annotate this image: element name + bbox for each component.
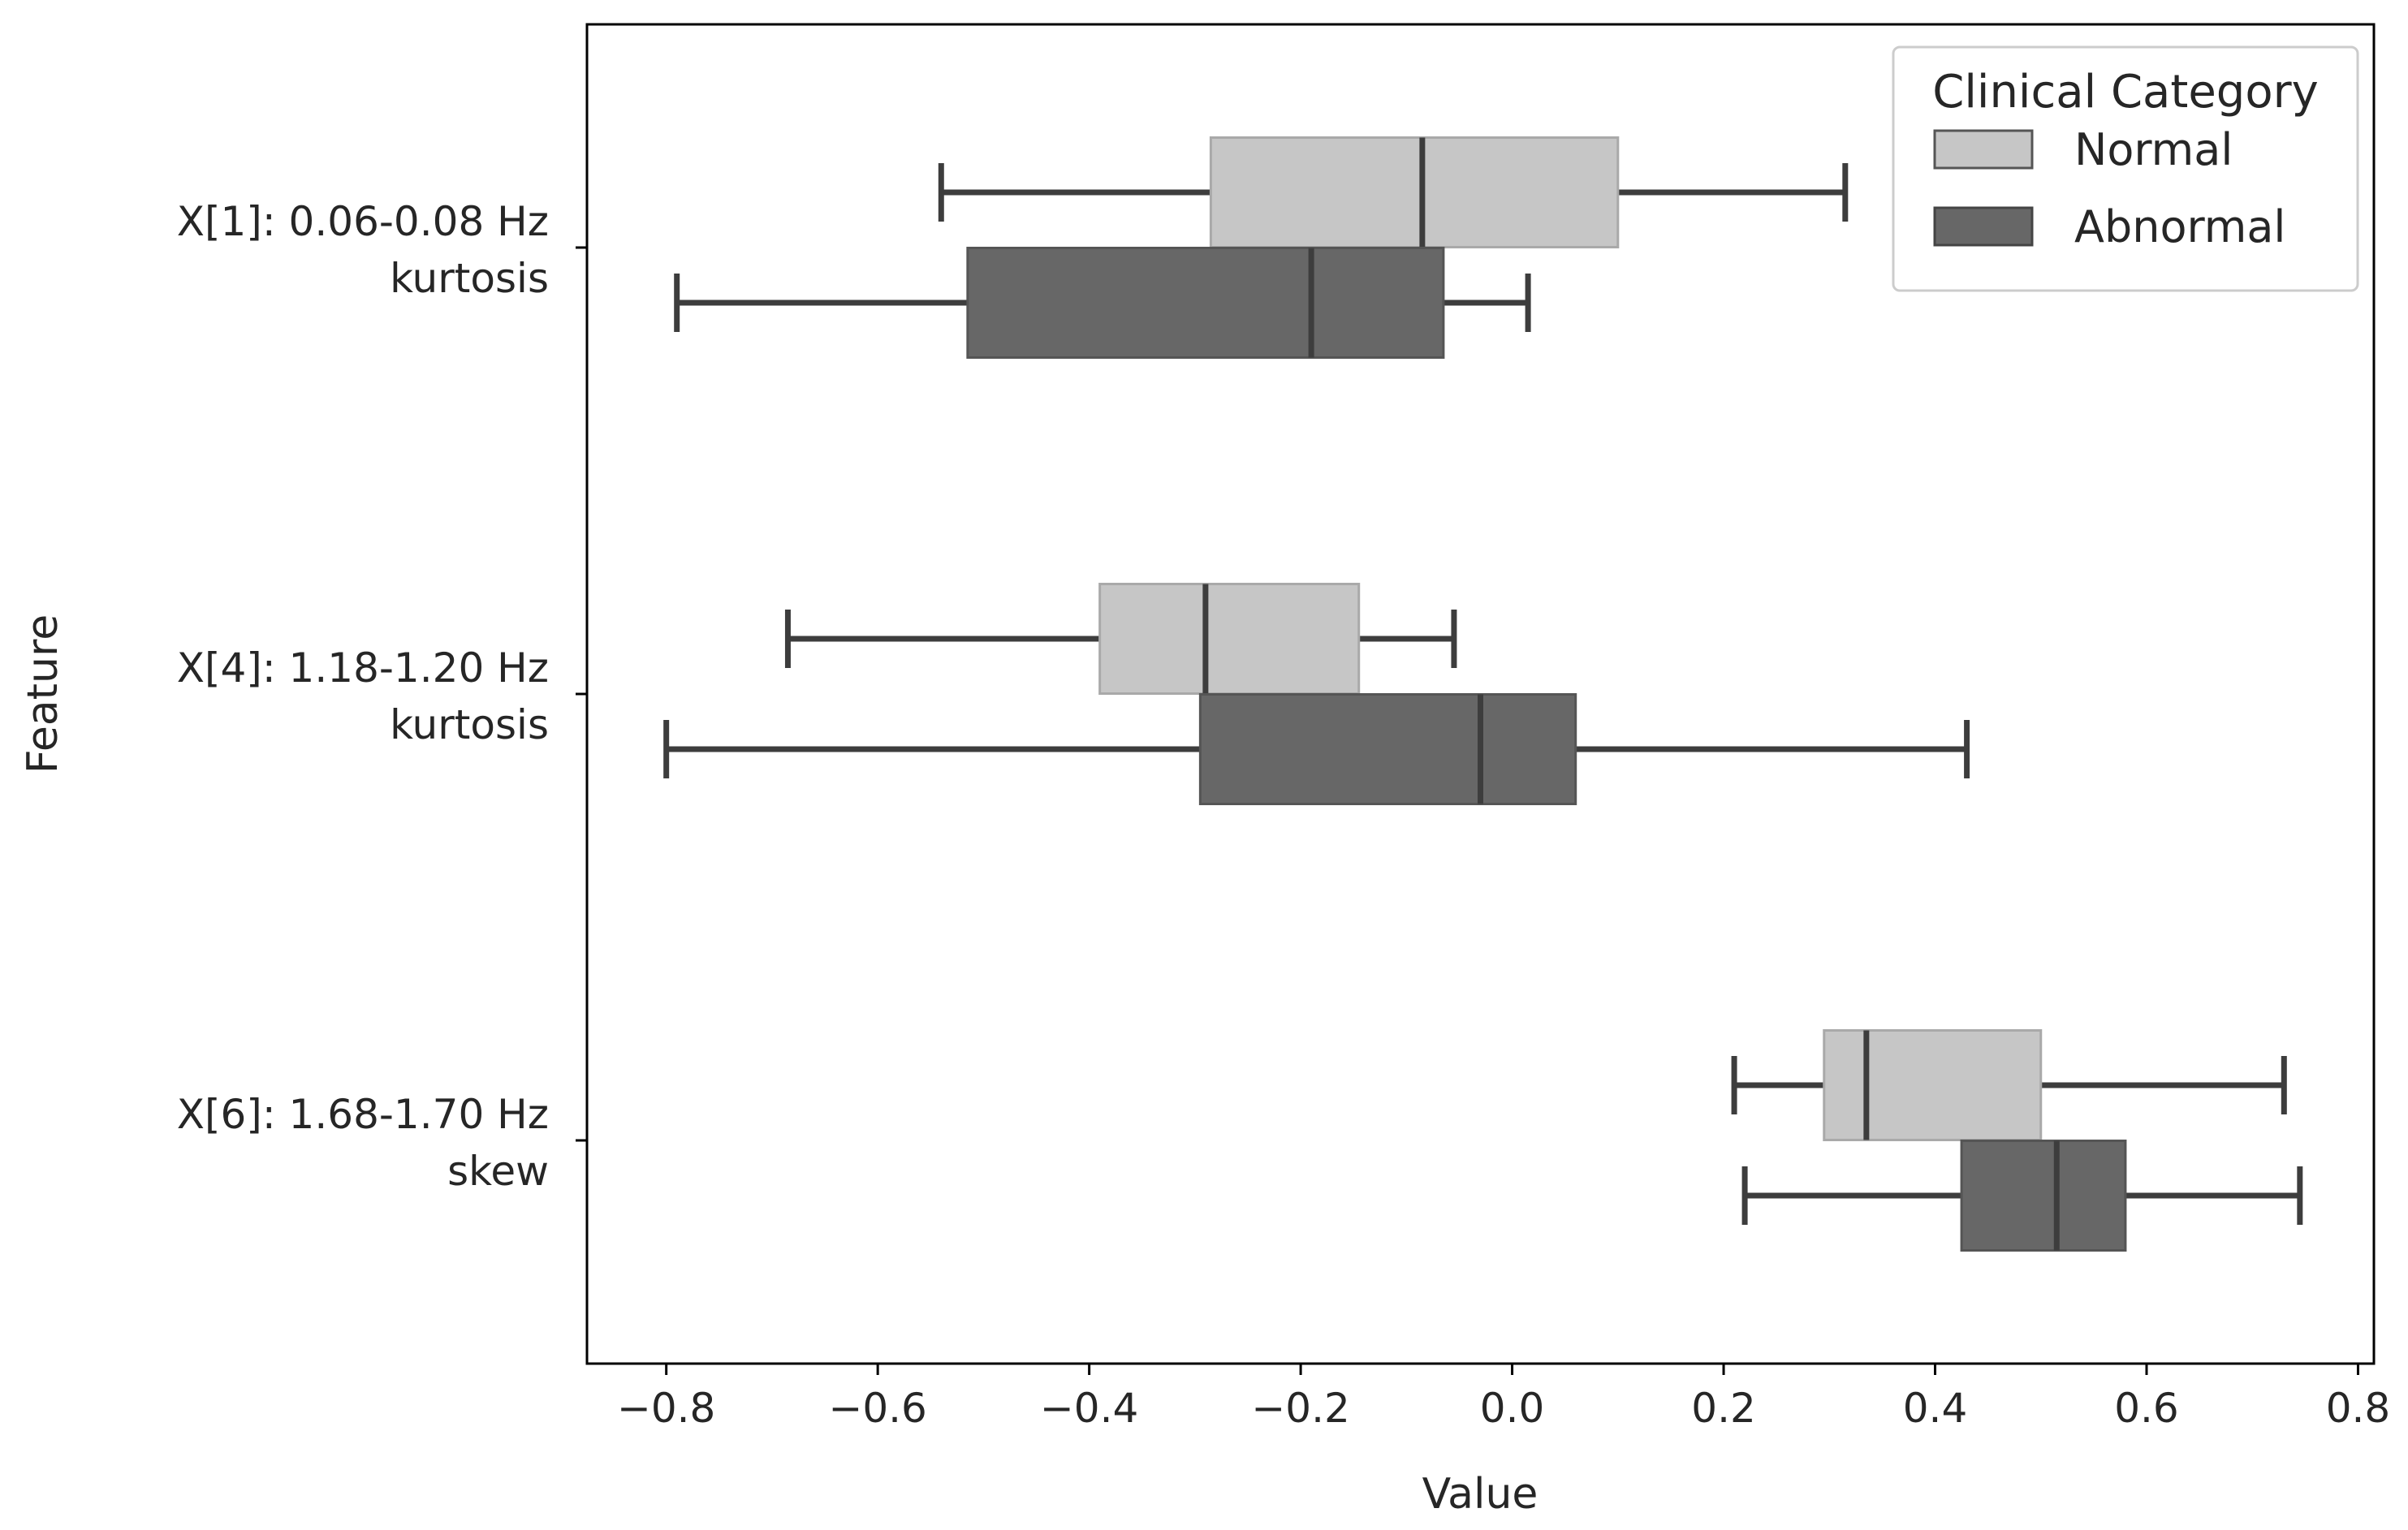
x-tick-label: −0.2 [1251, 1385, 1349, 1432]
x-tick-label: 0.6 [2114, 1385, 2179, 1432]
y-tick-label-line1: X[1]: 0.06-0.08 Hz [177, 198, 549, 245]
x-axis-title: Value [1422, 1470, 1538, 1519]
x-axis: −0.8 −0.6 −0.4 −0.2 0.0 0.2 0.4 0.6 0.8 [617, 1364, 2390, 1432]
x-tick-label: −0.8 [617, 1385, 715, 1432]
box-normal-2 [784, 583, 1457, 695]
x-tick-label: 0.2 [1691, 1385, 1756, 1432]
y-tick-label-line1: X[6]: 1.68-1.70 Hz [177, 1091, 549, 1138]
box-iqr [966, 247, 1445, 359]
box-iqr [1960, 1140, 2127, 1252]
x-tick-label: 0.8 [2326, 1385, 2391, 1432]
x-tick-label: 0.4 [1903, 1385, 1968, 1432]
box-iqr [1098, 583, 1361, 695]
x-tick-label: −0.6 [828, 1385, 926, 1432]
box-abnormal-3 [1741, 1140, 2303, 1252]
legend-swatch-normal [1933, 129, 2034, 170]
y-tick-label-line2: skew [447, 1148, 549, 1195]
box-normal-1 [938, 136, 1849, 248]
legend-swatch-abnormal [1933, 206, 2034, 247]
y-tick-label-line2: kurtosis [390, 255, 549, 302]
y-axis-tick-labels: X[1]: 0.06-0.08 Hz kurtosis X[4]: 1.18-1.2… [177, 198, 587, 1195]
box-normal-3 [1731, 1029, 2287, 1141]
boxes-layer [663, 136, 2303, 1252]
y-tick-label-line1: X[4]: 1.18-1.20 Hz [177, 644, 549, 692]
box-iqr [1209, 136, 1620, 248]
box-abnormal-1 [674, 247, 1531, 359]
legend-label-normal: Normal [2074, 124, 2233, 175]
box-iqr [1823, 1029, 2043, 1141]
y-axis-title: Feature [19, 614, 67, 774]
legend-label-abnormal: Abnormal [2074, 201, 2285, 252]
box-iqr [1198, 693, 1577, 805]
y-tick-label-line2: kurtosis [390, 701, 549, 748]
box-abnormal-2 [663, 693, 1970, 805]
x-tick-label: −0.4 [1040, 1385, 1138, 1432]
plot-frame [585, 23, 2376, 1365]
x-tick-label: 0.0 [1480, 1385, 1545, 1432]
legend-title: Clinical Category [1932, 66, 2319, 119]
